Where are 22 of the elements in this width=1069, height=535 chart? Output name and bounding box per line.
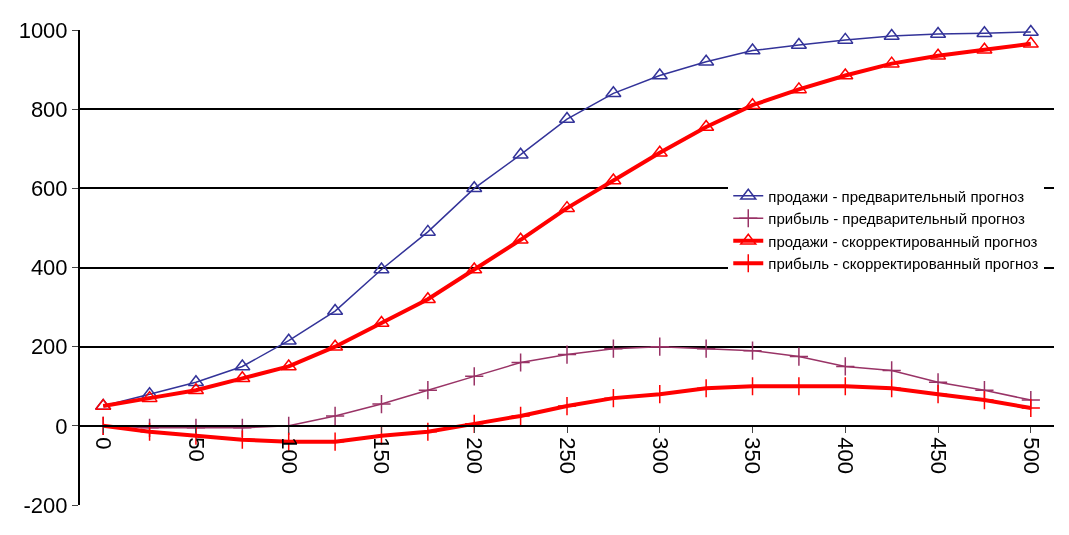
- x-tick-label: 450: [925, 437, 951, 474]
- x-tick-label: 50: [183, 437, 209, 462]
- legend-label: прибыль - скорректированный прогноз: [768, 255, 1039, 273]
- y-tick-label: 1000: [18, 17, 68, 43]
- x-tick-label: 0: [91, 437, 117, 450]
- x-tick-label: 200: [462, 437, 488, 474]
- x-tick-label: 100: [276, 437, 302, 474]
- y-tick-label: 200: [30, 334, 68, 360]
- y-tick-label: 800: [30, 96, 68, 122]
- x-tick-label: 150: [369, 437, 395, 474]
- legend-label: продажи - скорректированный прогноз: [768, 232, 1038, 250]
- y-tick-label: 400: [30, 255, 68, 281]
- legend-label: прибыль - предварительный прогноз: [768, 210, 1025, 228]
- x-tick-label: 500: [1018, 437, 1044, 474]
- y-tick-label: 0: [55, 413, 68, 439]
- x-tick-label: 250: [554, 437, 580, 474]
- legend-label: продажи - предварительный прогноз: [768, 187, 1025, 205]
- x-tick-label: 350: [740, 437, 766, 474]
- x-tick-label: 400: [833, 437, 859, 474]
- y-tick-label: 600: [30, 176, 68, 202]
- y-tick-label: -200: [23, 492, 68, 518]
- x-tick-label: 300: [647, 437, 673, 474]
